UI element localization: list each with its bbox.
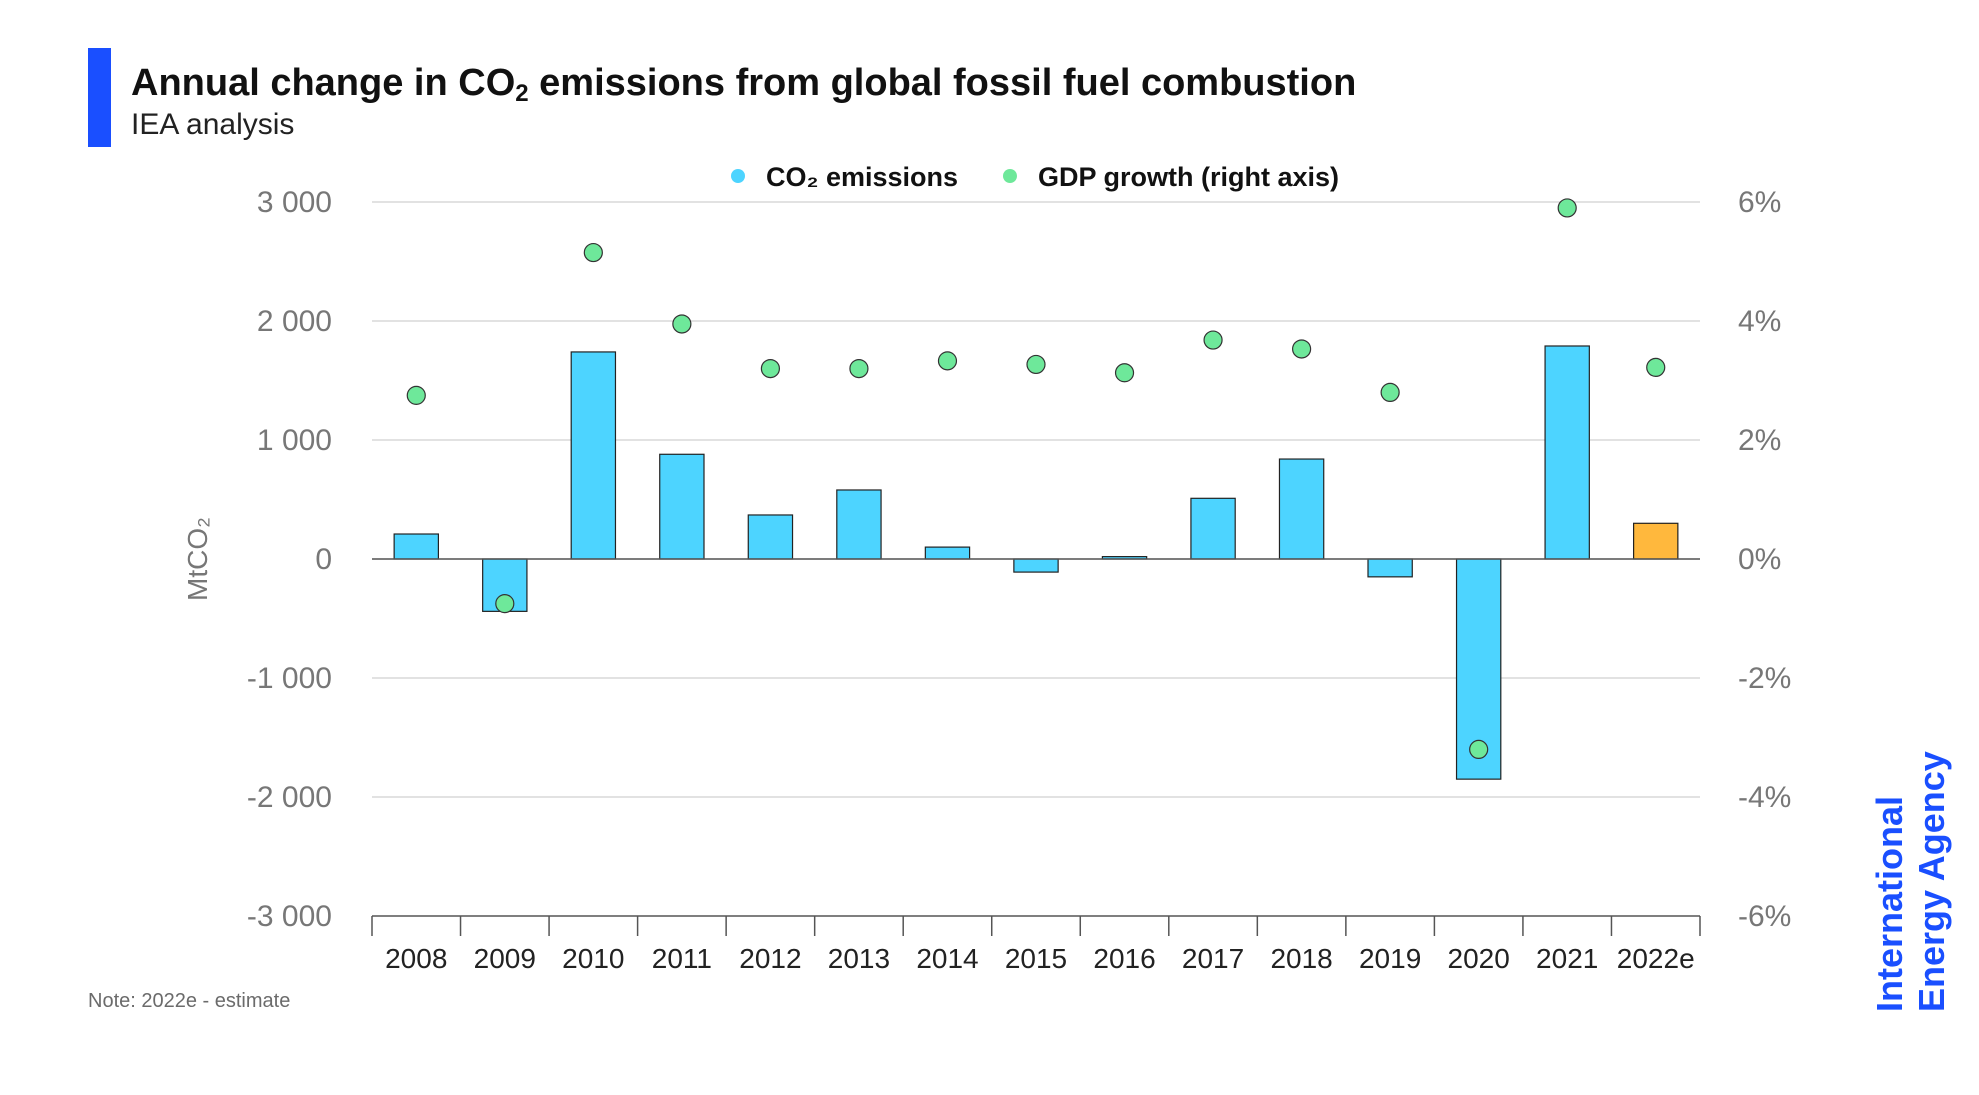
- y2-tick-label: 6%: [1738, 186, 1781, 219]
- bar: [924, 546, 971, 560]
- bar-series: [393, 345, 1679, 780]
- y2-tick-label: -2%: [1738, 662, 1791, 695]
- x-tick-label: 2018: [1270, 943, 1332, 974]
- legend-marker: [731, 169, 745, 183]
- x-tick-label: 2015: [1005, 943, 1067, 974]
- bar: [1544, 345, 1590, 560]
- logo-line-1: International: [1869, 796, 1910, 1012]
- bar: [659, 453, 705, 560]
- bar: [1278, 458, 1325, 560]
- title-part-1: Annual change in CO: [131, 62, 516, 104]
- gdp-point: [406, 385, 426, 405]
- gdp-point: [1291, 339, 1312, 359]
- y-tick-label: 1 000: [257, 424, 332, 457]
- x-tick-label: 2011: [652, 943, 712, 974]
- title-subscript: 2: [515, 80, 529, 107]
- bar: [570, 351, 617, 560]
- legend-marker: [1003, 169, 1017, 183]
- chart-title: Annual change in CO2 emissions from glob…: [131, 62, 1356, 108]
- title-part-2: emissions from global fossil fuel combus…: [528, 62, 1357, 104]
- y-axis-label: MtCO₂: [182, 517, 213, 601]
- legend: CO₂ emissions GDP growth (right axis): [731, 162, 1339, 192]
- y-tick-label: 3 000: [257, 186, 332, 219]
- footnote: Note: 2022e - estimate: [88, 990, 291, 1012]
- y-tick-label: -2 000: [247, 781, 332, 814]
- x-tick-label: 2022e: [1617, 943, 1695, 974]
- gdp-point: [1557, 198, 1577, 218]
- gdp-point: [937, 351, 958, 371]
- gdp-point: [1646, 357, 1666, 378]
- chart-subtitle: IEA analysis: [131, 108, 295, 141]
- logo-line-2: Energy Agency: [1911, 751, 1952, 1012]
- y-tick-label: 0: [315, 543, 332, 576]
- x-tick-label: 2012: [739, 943, 801, 974]
- x-tick-label: 2014: [916, 943, 978, 974]
- y-tick-label: -3 000: [247, 900, 332, 933]
- y2-tick-label: 4%: [1738, 305, 1781, 338]
- x-tick-label: 2013: [828, 943, 890, 974]
- x-tick-label: 2016: [1093, 943, 1155, 974]
- legend-label: CO₂ emissions: [766, 162, 958, 192]
- bar: [747, 514, 794, 560]
- x-tick-label: 2019: [1359, 943, 1421, 974]
- gdp-point: [760, 359, 781, 379]
- gdp-point: [672, 314, 692, 334]
- grid-lines: [372, 201, 1700, 798]
- gdp-point: [495, 594, 515, 614]
- axes: 3 000 2 000 1 000 0 -1 000 -2 000 -3 000 6% 4% 2%…: [182, 186, 1791, 974]
- y2-tick-label: -4%: [1738, 781, 1791, 814]
- x-tick-label: 2009: [474, 943, 536, 974]
- gdp-point: [1203, 330, 1223, 350]
- y-tick-label: -1 000: [247, 662, 332, 695]
- x-tick-label: 2017: [1182, 943, 1244, 974]
- gdp-point: [1380, 382, 1400, 402]
- bar: [393, 533, 439, 560]
- bar: [836, 489, 882, 560]
- title-accent-bar: [88, 48, 111, 147]
- gdp-point: [1469, 739, 1489, 760]
- gdp-point: [1114, 363, 1135, 383]
- x-tick-label: 2010: [562, 943, 624, 974]
- y2-tick-label: 0%: [1738, 543, 1781, 576]
- bar: [1013, 558, 1059, 573]
- x-tick-label: 2008: [385, 943, 447, 974]
- gdp-point: [849, 359, 869, 379]
- dot-series: [406, 198, 1666, 760]
- x-tick-label: 2020: [1448, 943, 1510, 974]
- y-tick-label: 2 000: [257, 305, 332, 338]
- x-tick-label: 2021: [1536, 943, 1598, 974]
- bar: [1632, 522, 1679, 560]
- y2-tick-label: 2%: [1738, 424, 1781, 457]
- gdp-point: [583, 242, 603, 263]
- gdp-point: [1026, 354, 1046, 375]
- legend-label: GDP growth (right axis): [1038, 162, 1339, 192]
- iea-logo: International Energy Agency: [1869, 751, 1952, 1012]
- bar: [1367, 558, 1413, 578]
- bar: [1190, 497, 1236, 560]
- y2-tick-label: -6%: [1738, 900, 1791, 933]
